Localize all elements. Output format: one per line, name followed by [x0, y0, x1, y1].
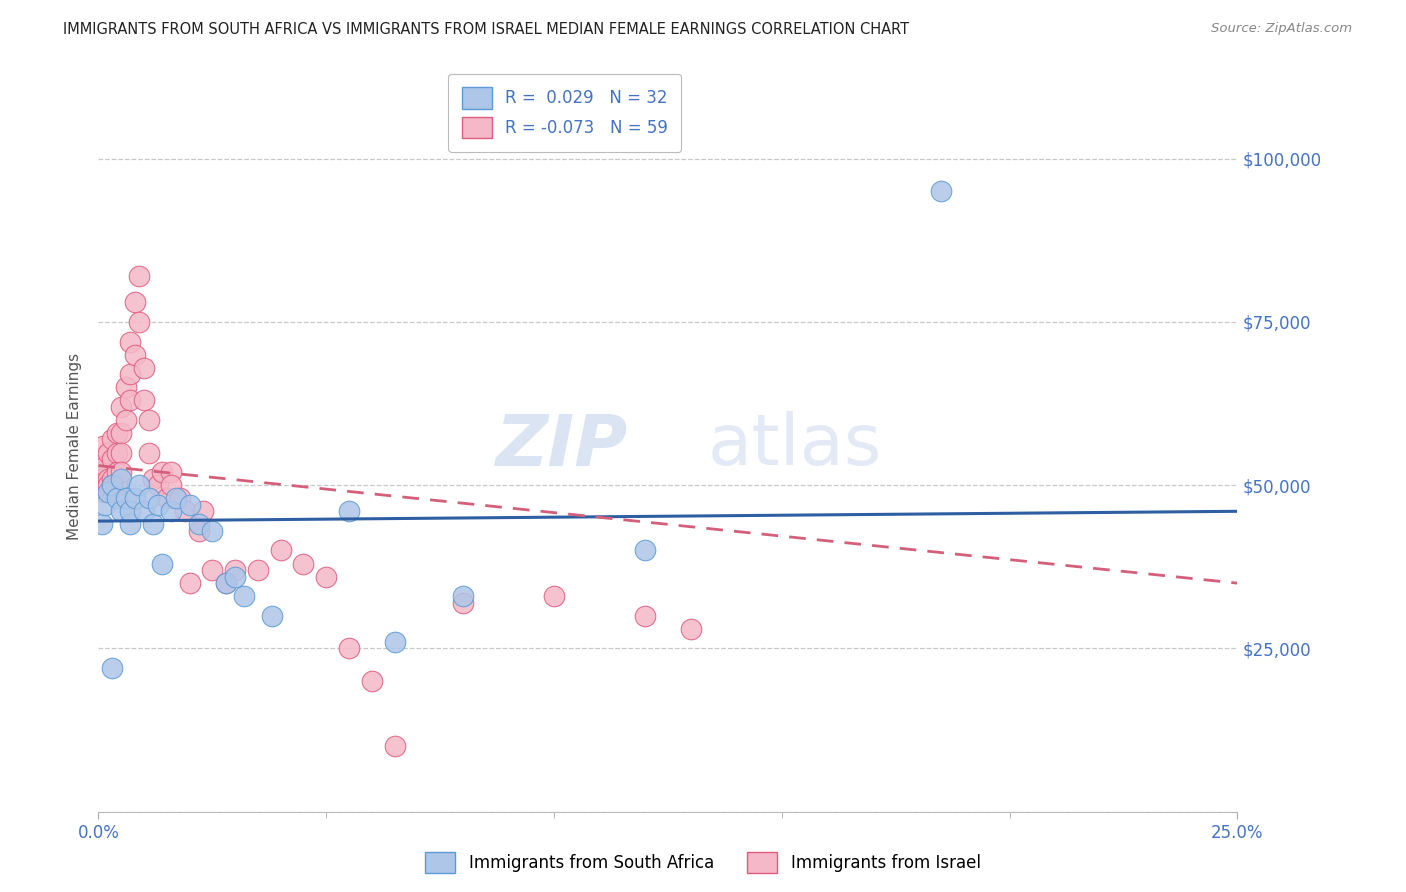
- Point: [132, 360, 155, 375]
- Point: [120, 367, 142, 381]
- Point: [110, 445, 132, 459]
- Point: [160, 478, 183, 492]
- Point: [96, 445, 118, 459]
- Point: [120, 393, 142, 408]
- Point: [201, 563, 224, 577]
- Point: [91, 517, 114, 532]
- Point: [105, 425, 128, 440]
- Point: [233, 589, 256, 603]
- Point: [246, 563, 269, 577]
- Point: [101, 478, 124, 492]
- Point: [105, 465, 128, 479]
- Point: [138, 445, 160, 459]
- Point: [110, 504, 132, 518]
- Point: [120, 504, 142, 518]
- Point: [193, 504, 215, 518]
- Point: [128, 269, 150, 284]
- Point: [120, 334, 142, 349]
- Point: [142, 517, 165, 532]
- Point: [101, 452, 124, 467]
- Point: [929, 184, 952, 198]
- Point: [160, 504, 183, 518]
- Point: [384, 635, 406, 649]
- Text: atlas: atlas: [707, 411, 882, 481]
- Y-axis label: Median Female Earnings: Median Female Earnings: [66, 352, 82, 540]
- Point: [124, 295, 146, 310]
- Point: [384, 739, 406, 754]
- Point: [187, 524, 209, 538]
- Point: [91, 472, 114, 486]
- Point: [146, 478, 169, 492]
- Point: [91, 484, 114, 499]
- Point: [120, 517, 142, 532]
- Point: [451, 589, 474, 603]
- Point: [128, 315, 150, 329]
- Point: [160, 465, 183, 479]
- Point: [337, 504, 360, 518]
- Point: [124, 491, 146, 506]
- Point: [451, 596, 474, 610]
- Point: [215, 576, 238, 591]
- Point: [105, 445, 128, 459]
- Point: [90, 465, 112, 479]
- Point: [101, 433, 124, 447]
- Point: [169, 491, 191, 506]
- Point: [110, 472, 132, 486]
- Point: [114, 380, 136, 394]
- Point: [224, 569, 246, 583]
- Text: ZIP: ZIP: [496, 411, 628, 481]
- Point: [124, 347, 146, 362]
- Point: [142, 472, 165, 486]
- Point: [315, 569, 337, 583]
- Point: [94, 458, 117, 473]
- Point: [91, 439, 114, 453]
- Point: [138, 413, 160, 427]
- Point: [96, 478, 118, 492]
- Point: [543, 589, 565, 603]
- Point: [179, 576, 201, 591]
- Point: [179, 498, 201, 512]
- Point: [110, 425, 132, 440]
- Point: [360, 674, 382, 689]
- Point: [114, 413, 136, 427]
- Point: [150, 465, 173, 479]
- Point: [187, 517, 209, 532]
- Point: [91, 452, 114, 467]
- Point: [96, 472, 118, 486]
- Point: [110, 465, 132, 479]
- Point: [94, 498, 117, 512]
- Point: [101, 472, 124, 486]
- Point: [128, 478, 150, 492]
- Point: [132, 393, 155, 408]
- Point: [292, 557, 315, 571]
- Point: [138, 491, 160, 506]
- Legend: R =  0.029   N = 32, R = -0.073   N = 59: R = 0.029 N = 32, R = -0.073 N = 59: [449, 74, 682, 152]
- Point: [101, 478, 124, 492]
- Point: [224, 563, 246, 577]
- Point: [215, 576, 238, 591]
- Text: Source: ZipAtlas.com: Source: ZipAtlas.com: [1212, 22, 1353, 36]
- Point: [110, 400, 132, 414]
- Legend: Immigrants from South Africa, Immigrants from Israel: Immigrants from South Africa, Immigrants…: [419, 846, 987, 880]
- Point: [101, 661, 124, 675]
- Point: [679, 622, 702, 636]
- Point: [156, 491, 179, 506]
- Point: [96, 484, 118, 499]
- Point: [337, 641, 360, 656]
- Point: [132, 504, 155, 518]
- Point: [105, 478, 128, 492]
- Point: [201, 524, 224, 538]
- Point: [270, 543, 292, 558]
- Point: [114, 491, 136, 506]
- Point: [105, 491, 128, 506]
- Text: IMMIGRANTS FROM SOUTH AFRICA VS IMMIGRANTS FROM ISRAEL MEDIAN FEMALE EARNINGS CO: IMMIGRANTS FROM SOUTH AFRICA VS IMMIGRAN…: [63, 22, 910, 37]
- Point: [165, 491, 187, 506]
- Point: [634, 543, 657, 558]
- Point: [150, 557, 173, 571]
- Point: [174, 504, 197, 518]
- Point: [260, 608, 283, 623]
- Point: [146, 498, 169, 512]
- Point: [634, 608, 657, 623]
